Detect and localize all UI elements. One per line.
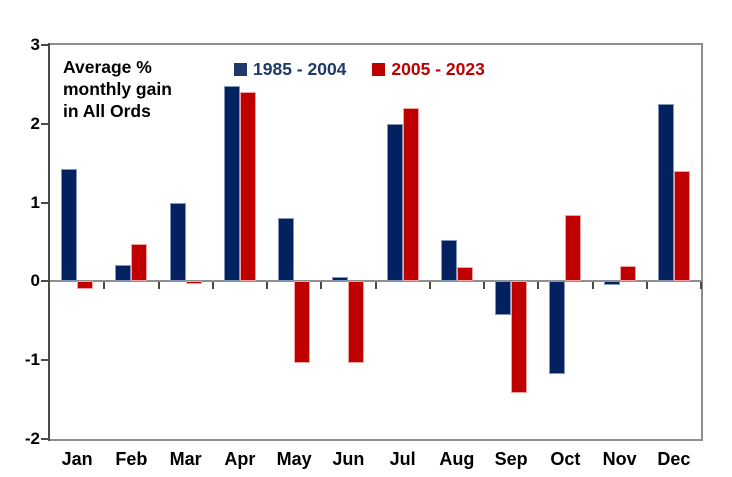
y-axis-label: 1 <box>30 192 40 212</box>
x-axis-label-Apr: Apr <box>224 449 256 469</box>
plot-frame-right <box>701 43 703 439</box>
legend: 1985 - 2004 2005 - 2023 <box>234 59 485 79</box>
y-axis-label: -1 <box>24 350 40 370</box>
x-axis-tick <box>591 282 594 290</box>
bar-1985-2004-Jul <box>386 123 403 282</box>
bar-1985-2004-Mar <box>169 202 186 282</box>
legend-marker-square-icon <box>372 62 386 76</box>
bar-1985-2004-Aug <box>440 240 457 282</box>
y-axis-tick <box>41 359 50 362</box>
x-axis-label-May: May <box>276 449 312 469</box>
x-axis-label-Jun: Jun <box>332 449 365 469</box>
chart-title-line-3: in All Ords <box>63 101 151 121</box>
bar-1985-2004-Dec <box>657 104 674 282</box>
bar-2005-2023-Apr <box>239 92 256 282</box>
bar-1985-2004-Feb <box>115 264 132 282</box>
zero-gridline <box>50 280 701 283</box>
bar-1985-2004-Oct <box>549 281 566 375</box>
x-axis-tick <box>537 282 540 290</box>
x-axis-tick <box>645 282 648 290</box>
chart-title-line-2: monthly gain <box>63 79 172 99</box>
bar-2005-2023-Oct <box>565 215 582 282</box>
bar-2005-2023-Aug <box>456 267 473 282</box>
x-axis-label-Sep: Sep <box>494 449 528 469</box>
x-axis-label-Mar: Mar <box>169 449 202 469</box>
bar-1985-2004-May <box>278 218 295 282</box>
legend-label: 2005 - 2023 <box>391 59 485 79</box>
y-axis-tick <box>41 201 50 204</box>
x-axis-tick <box>320 282 323 290</box>
x-axis-tick <box>157 282 160 290</box>
bar-2005-2023-Jun <box>348 281 365 364</box>
y-axis-tick <box>41 280 50 283</box>
x-axis-label-Nov: Nov <box>602 449 637 469</box>
plot-area <box>41 43 703 441</box>
y-axis-label: 2 <box>30 113 40 133</box>
bar-2005-2023-Dec <box>673 171 690 282</box>
bar-2005-2023-Feb <box>131 243 148 282</box>
bar-2005-2023-Mar <box>185 281 202 284</box>
x-axis-label-Feb: Feb <box>115 449 148 469</box>
y-axis-label: 0 <box>30 271 40 291</box>
bar-1985-2004-Jan <box>61 168 78 282</box>
y-axis-label: 3 <box>30 35 40 54</box>
x-axis-tick <box>266 282 268 290</box>
x-axis-tick <box>700 282 702 290</box>
chart-title: Average % monthly gain in All Ords <box>63 56 172 122</box>
bar-2005-2023-Sep <box>511 281 528 394</box>
y-axis-tick <box>41 44 50 46</box>
x-axis-label-Jan: Jan <box>61 449 93 469</box>
bar-2005-2023-Jul <box>402 108 419 282</box>
x-axis-tick <box>103 282 106 290</box>
x-axis-tick <box>374 282 377 290</box>
y-axis-tick <box>41 438 50 440</box>
bar-2005-2023-Nov <box>619 265 636 282</box>
plot-frame-bottom <box>50 439 703 441</box>
x-axis-tick <box>428 282 431 290</box>
x-axis-label-Jul: Jul <box>389 449 416 469</box>
bar-2005-2023-Jan <box>77 281 94 290</box>
legend-item-2005-2023: 2005 - 2023 <box>372 59 485 79</box>
y-axis-line <box>48 43 50 441</box>
bar-1985-2004-Jun <box>332 277 349 282</box>
bar-2005-2023-May <box>294 281 311 364</box>
x-axis-label-Aug: Aug <box>439 449 475 469</box>
legend-marker-square-icon <box>234 62 247 76</box>
x-axis-label-Oct: Oct <box>550 449 581 469</box>
y-axis-tick <box>41 122 50 125</box>
bar-1985-2004-Apr <box>223 85 240 282</box>
legend-label: 1985 - 2004 <box>253 59 347 79</box>
legend-item-1985-2004: 1985 - 2004 <box>234 59 346 79</box>
bar-1985-2004-Sep <box>495 281 512 316</box>
plot-frame-top <box>50 43 703 45</box>
x-axis-label-Dec: Dec <box>657 449 691 469</box>
chart-title-line-1: Average % <box>63 57 152 77</box>
x-axis-tick <box>483 282 485 290</box>
x-axis-tick <box>211 282 214 290</box>
bar-1985-2004-Nov <box>603 281 620 286</box>
y-axis-label: -2 <box>24 429 40 448</box>
